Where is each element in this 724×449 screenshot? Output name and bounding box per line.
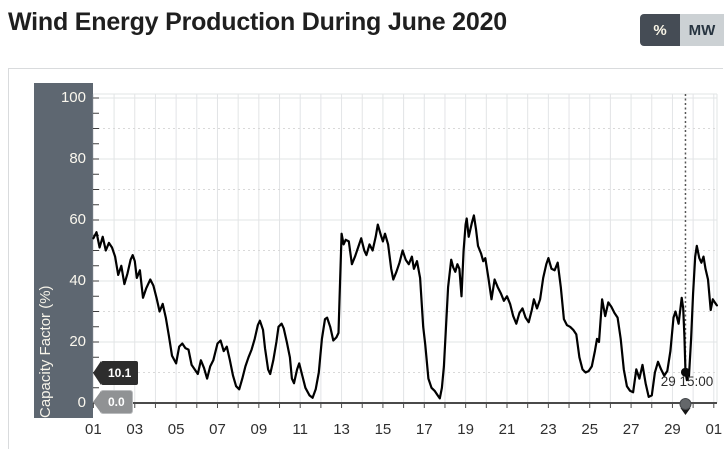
- cursor-timestamp-label: 29 15:00: [660, 374, 714, 389]
- y-axis-value-callout-gray: 0.0: [93, 391, 132, 413]
- cursor-data-point: [680, 367, 690, 377]
- x-axis-labels: 01 03 05 07 09 11 13 15 17 19 21 23 25 27 29 01: [9, 421, 724, 443]
- unit-toggle: % MW: [640, 14, 724, 46]
- x-tick-label: 03: [126, 421, 144, 438]
- x-tick-label: 21: [498, 421, 516, 438]
- capacity-factor-line-chart: [92, 93, 719, 415]
- capacity-factor-series-line: [92, 214, 719, 400]
- x-tick-label: 19: [457, 421, 474, 438]
- x-tick-label: 27: [622, 421, 640, 438]
- y-tick-label: 0: [77, 394, 86, 411]
- chart-card: Capacity Factor (%) 0 20 40 60 80 100 10.1 0.…: [8, 68, 723, 449]
- callout-gray-value: 0.0: [108, 395, 125, 409]
- scrubber-pointer[interactable]: [680, 408, 691, 415]
- x-tick-label: 13: [333, 421, 350, 438]
- x-tick-label: 07: [209, 421, 226, 438]
- callout-dark-value: 10.1: [108, 366, 132, 380]
- megawatt-button[interactable]: MW: [680, 14, 724, 46]
- page-title: Wind Energy Production During June 2020: [8, 8, 507, 36]
- x-tick-label: 01: [705, 421, 723, 438]
- x-tick-label: 01: [85, 421, 102, 438]
- y-tick-label: 20: [69, 333, 86, 350]
- x-tick-label: 11: [292, 421, 308, 438]
- x-tick-label: 15: [374, 421, 392, 438]
- x-tick-label: 29: [664, 421, 681, 438]
- percent-button[interactable]: %: [640, 14, 680, 46]
- y-axis-value-callout-dark: 10.1: [92, 361, 139, 385]
- x-tick-label: 09: [250, 421, 268, 438]
- x-tick-label: 25: [581, 421, 599, 438]
- x-tick-label: 17: [415, 421, 433, 438]
- y-tick-label: 60: [69, 211, 86, 228]
- x-tick-label: 23: [540, 421, 557, 438]
- y-axis-band: Capacity Factor (%) 0 20 40 60 80 100: [34, 83, 93, 418]
- scrubber-handle[interactable]: [679, 398, 692, 410]
- y-tick-label: 100: [60, 89, 86, 106]
- y-tick-label: 80: [69, 150, 86, 167]
- x-tick-label: 05: [167, 421, 185, 438]
- y-tick-label: 40: [69, 272, 86, 289]
